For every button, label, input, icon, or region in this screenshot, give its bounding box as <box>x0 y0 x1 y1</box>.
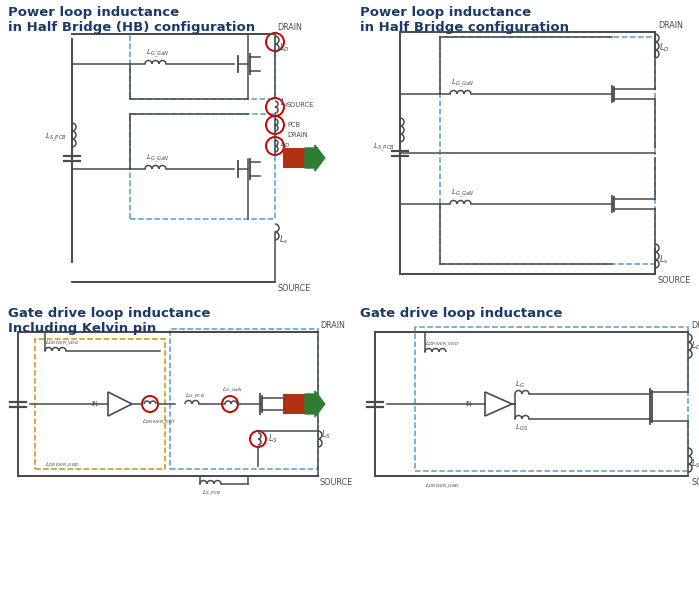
Text: Gate drive loop inductance: Gate drive loop inductance <box>360 307 563 320</box>
Text: $L_D$: $L_D$ <box>279 42 289 54</box>
Text: DRAIN: DRAIN <box>691 321 699 330</box>
Text: SOURCE: SOURCE <box>691 478 699 487</box>
Text: $L_s$: $L_s$ <box>280 97 289 109</box>
Text: $L_S$: $L_S$ <box>268 432 278 445</box>
Text: $L_{G\_PCB}$: $L_{G\_PCB}$ <box>185 391 205 400</box>
Text: $L_{G\_GaN}$: $L_{G\_GaN}$ <box>146 153 170 165</box>
Text: IN: IN <box>466 401 472 407</box>
Text: Power loop inductance
in Half Bridge (HB) configuration: Power loop inductance in Half Bridge (HB… <box>8 6 255 34</box>
Text: $L_{DRIVER\_GND}$: $L_{DRIVER\_GND}$ <box>45 460 80 469</box>
Bar <box>283 394 305 414</box>
Text: $L_D$: $L_D$ <box>280 138 291 150</box>
Text: $L_S$: $L_S$ <box>321 429 331 442</box>
Text: $L_D$: $L_D$ <box>691 340 699 353</box>
FancyArrow shape <box>305 391 325 417</box>
Bar <box>283 148 305 168</box>
Text: $L_{G\_GaN}$: $L_{G\_GaN}$ <box>146 48 170 60</box>
Text: Power loop inductance
in Half Bridge configuration: Power loop inductance in Half Bridge con… <box>360 6 569 34</box>
Text: DRAIN: DRAIN <box>320 321 345 330</box>
Text: SOURCE: SOURCE <box>320 478 353 487</box>
Text: $L_{G\_GaN}$: $L_{G\_GaN}$ <box>451 188 475 200</box>
Text: $L_{DRIVER\_VDD}$: $L_{DRIVER\_VDD}$ <box>45 338 80 347</box>
Text: IN: IN <box>92 401 98 407</box>
FancyArrow shape <box>305 145 325 171</box>
Text: $L_{G\_GaN}$: $L_{G\_GaN}$ <box>451 78 475 90</box>
Text: $L_{DRIVER\_OUT}$: $L_{DRIVER\_OUT}$ <box>142 417 176 426</box>
Text: Gate drive loop inductance
Including Kelvin pin: Gate drive loop inductance Including Kel… <box>8 307 210 335</box>
Text: SOURCE: SOURCE <box>287 102 315 108</box>
Text: SOURCE: SOURCE <box>658 276 691 285</box>
Text: $L_s$: $L_s$ <box>279 234 288 246</box>
Text: $L_{DRIVER\_VDD}$: $L_{DRIVER\_VDD}$ <box>425 339 459 348</box>
Text: SOURCE: SOURCE <box>277 284 310 293</box>
Text: $L_{S\_PCB}$: $L_{S\_PCB}$ <box>202 488 222 496</box>
Text: $L_{S\_PCB}$: $L_{S\_PCB}$ <box>373 142 395 154</box>
Text: $L_{GS}$: $L_{GS}$ <box>515 423 528 433</box>
Text: $L_{S\_PCB}$: $L_{S\_PCB}$ <box>45 132 67 144</box>
Text: $L_s$: $L_s$ <box>659 254 668 266</box>
Text: $L_{DRIVER\_GND}$: $L_{DRIVER\_GND}$ <box>425 481 460 490</box>
Text: DRAIN: DRAIN <box>287 132 308 138</box>
Text: $L_S$: $L_S$ <box>691 458 699 471</box>
Text: $L_{G\_GaN}$: $L_{G\_GaN}$ <box>222 385 243 394</box>
Text: DRAIN: DRAIN <box>277 23 302 32</box>
Text: $L_G$: $L_G$ <box>515 380 525 390</box>
Text: $L_D$: $L_D$ <box>659 42 670 54</box>
Text: PCB: PCB <box>287 122 300 128</box>
Text: DRAIN: DRAIN <box>658 21 683 30</box>
